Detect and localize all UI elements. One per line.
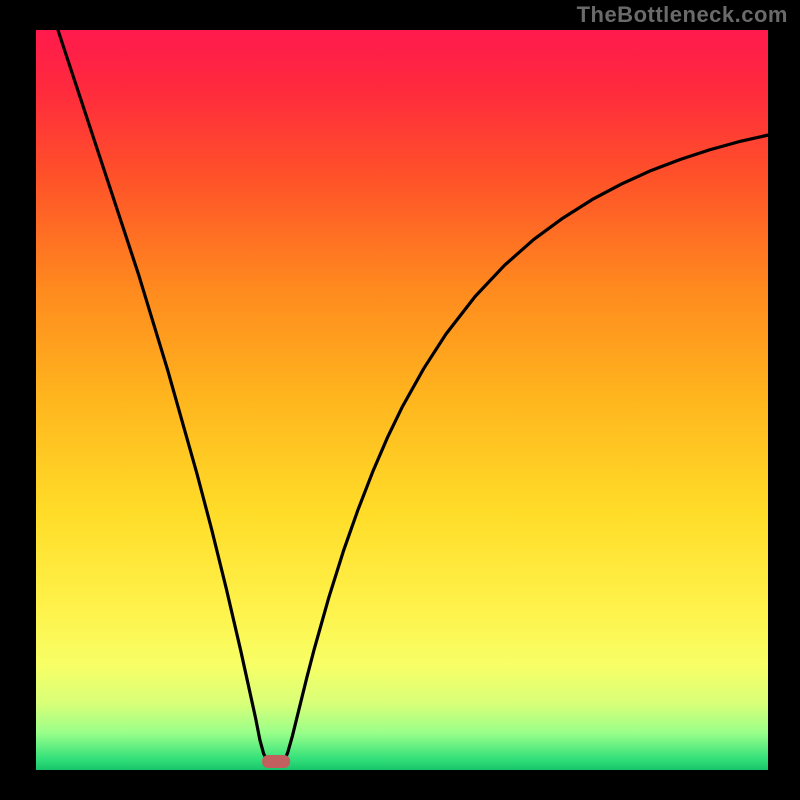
bottleneck-chart (0, 0, 800, 800)
bottleneck-marker (262, 755, 290, 768)
watermark-text: TheBottleneck.com (577, 2, 788, 28)
chart-container: TheBottleneck.com (0, 0, 800, 800)
